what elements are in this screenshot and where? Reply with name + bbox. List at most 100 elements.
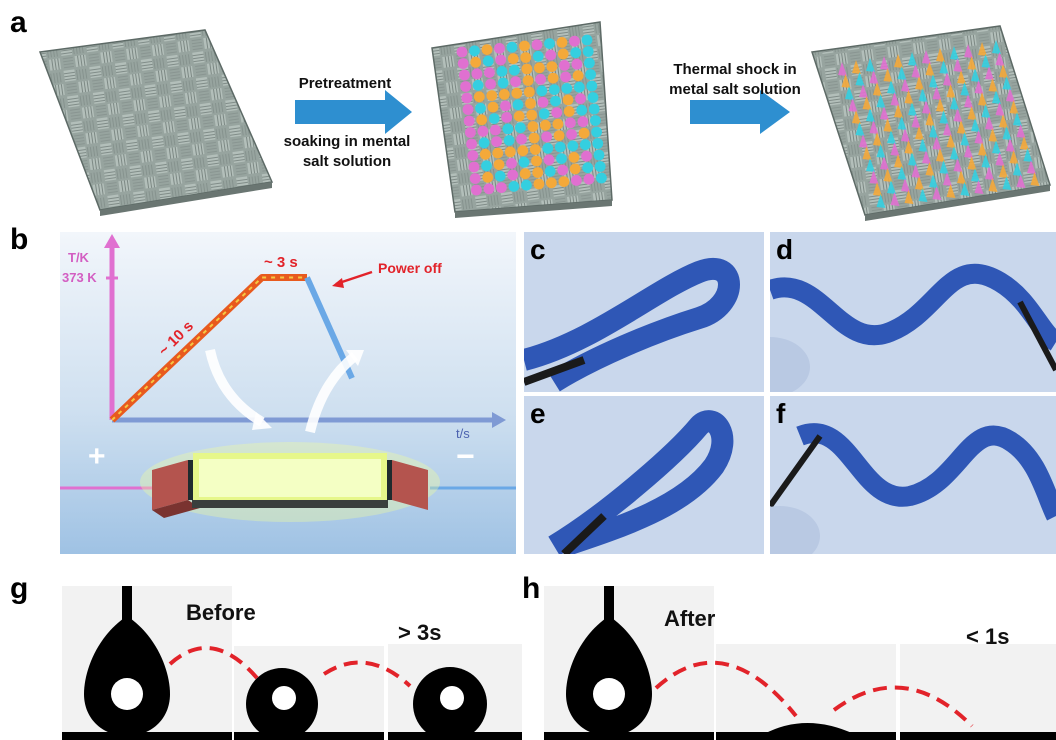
nanostructure-spike	[957, 170, 966, 184]
nanostructure-spike	[1002, 126, 1012, 140]
salt-bead	[587, 92, 599, 103]
salt-bead	[462, 104, 474, 115]
salt-bead	[519, 40, 530, 52]
nanostructure-spike	[915, 76, 924, 90]
salt-bead	[541, 131, 552, 143]
nanostructure-spike	[929, 124, 938, 138]
salt-bead	[467, 150, 479, 161]
salt-bead	[483, 183, 495, 195]
salt-bead	[471, 184, 482, 196]
salt-bead	[566, 129, 577, 140]
salt-bead	[537, 96, 549, 108]
panel-label-g: g	[10, 572, 29, 605]
nanostructure-spike	[876, 94, 886, 108]
nanostructure-spike	[946, 184, 956, 198]
nanostructure-spike	[904, 190, 914, 204]
nanostructure-spike	[978, 142, 987, 156]
cooling-arrow	[305, 352, 359, 434]
salt-bead	[540, 119, 551, 131]
panel-label-h: h	[522, 572, 541, 605]
nanostructure-spike	[890, 142, 900, 156]
salt-bead	[492, 147, 504, 159]
salt-bead	[592, 138, 604, 149]
nanostructure-spike	[880, 106, 889, 120]
salt-bead	[568, 152, 580, 163]
salt-bead	[562, 94, 574, 106]
nanostructure-spike	[1023, 148, 1033, 162]
nanostructure-spike	[1002, 76, 1012, 90]
salt-bead	[529, 144, 541, 155]
nanostructure-spike	[967, 56, 977, 70]
nanostructure-spike	[1013, 162, 1022, 176]
nanostructure-spike	[978, 42, 987, 56]
salt-bead	[482, 171, 494, 183]
salt-bead	[551, 107, 563, 118]
salt-bead	[509, 64, 520, 76]
salt-bead	[553, 130, 565, 142]
salt-bead	[501, 112, 513, 123]
droplet-after-2	[764, 723, 854, 734]
salt-bead	[469, 173, 481, 184]
nanostructure-spike	[887, 80, 896, 94]
nanostructure-spike	[922, 50, 931, 64]
nanostructure-spike	[974, 80, 984, 94]
glowing-textile	[193, 453, 387, 503]
thermal-shock-arrow	[690, 90, 790, 134]
salt-bead	[547, 72, 559, 84]
nanostructure-spike	[925, 162, 935, 176]
salt-bead	[531, 39, 543, 51]
nanostructure-spike	[911, 164, 921, 178]
nanostructure-spike	[971, 118, 980, 132]
salt-bead	[502, 123, 514, 135]
nanostructure-spike	[866, 108, 875, 122]
left-electrode	[152, 460, 188, 510]
salt-bead	[512, 99, 524, 111]
panel-label-c: c	[530, 234, 546, 265]
nanostructure-spike	[995, 52, 1005, 66]
droplet-after-1	[566, 616, 652, 736]
nanostructure-spike	[988, 178, 998, 192]
nanostructure-spike	[978, 92, 987, 106]
salt-bead	[522, 75, 534, 86]
nanostructure-spike	[852, 60, 861, 74]
nanostructure-spike	[873, 182, 882, 196]
salt-bead	[571, 58, 583, 70]
salt-bead	[519, 168, 531, 180]
nanostructure-spike	[992, 90, 1001, 104]
salt-bead	[563, 106, 575, 117]
nanostructure-spike	[981, 54, 991, 68]
salt-bead	[584, 57, 595, 69]
salt-bead	[573, 81, 585, 93]
nanostructure-spike	[897, 116, 907, 130]
photo-c: c	[524, 232, 764, 392]
nanostructure-spike	[869, 120, 879, 134]
salt-bead	[456, 46, 468, 58]
nanostructure-spike	[901, 178, 910, 192]
salt-bead	[557, 48, 569, 60]
nanostructure-spike	[880, 156, 889, 170]
nanostructure-spike	[911, 64, 921, 78]
salt-bead	[473, 91, 485, 103]
salt-bead	[543, 154, 555, 166]
temperature-curve	[109, 274, 307, 423]
nanostructure-spike	[880, 56, 889, 70]
salt-bead	[498, 89, 510, 100]
nanostructure-spike	[950, 146, 959, 160]
nanostructure-spike	[936, 98, 945, 112]
salt-bead	[581, 34, 593, 46]
nanostructure-spike	[1027, 160, 1036, 174]
nanostructure-spike	[890, 92, 900, 106]
salt-bead	[576, 104, 588, 116]
salt-bead	[516, 133, 527, 145]
nanostructure-spike	[957, 120, 966, 134]
salt-bead	[546, 61, 558, 72]
step1-sublabel: soaking in mental salt solution	[283, 133, 411, 170]
nanostructure-spike	[971, 68, 980, 82]
nanostructure-spike	[988, 128, 998, 142]
nanostructure-spike	[925, 62, 935, 76]
before-time-label: > 3s	[398, 620, 442, 645]
panel-label-d: d	[776, 234, 794, 265]
nanostructure-spike	[943, 72, 952, 86]
salt-bead	[521, 63, 533, 75]
panel-label-f: f	[776, 398, 786, 429]
